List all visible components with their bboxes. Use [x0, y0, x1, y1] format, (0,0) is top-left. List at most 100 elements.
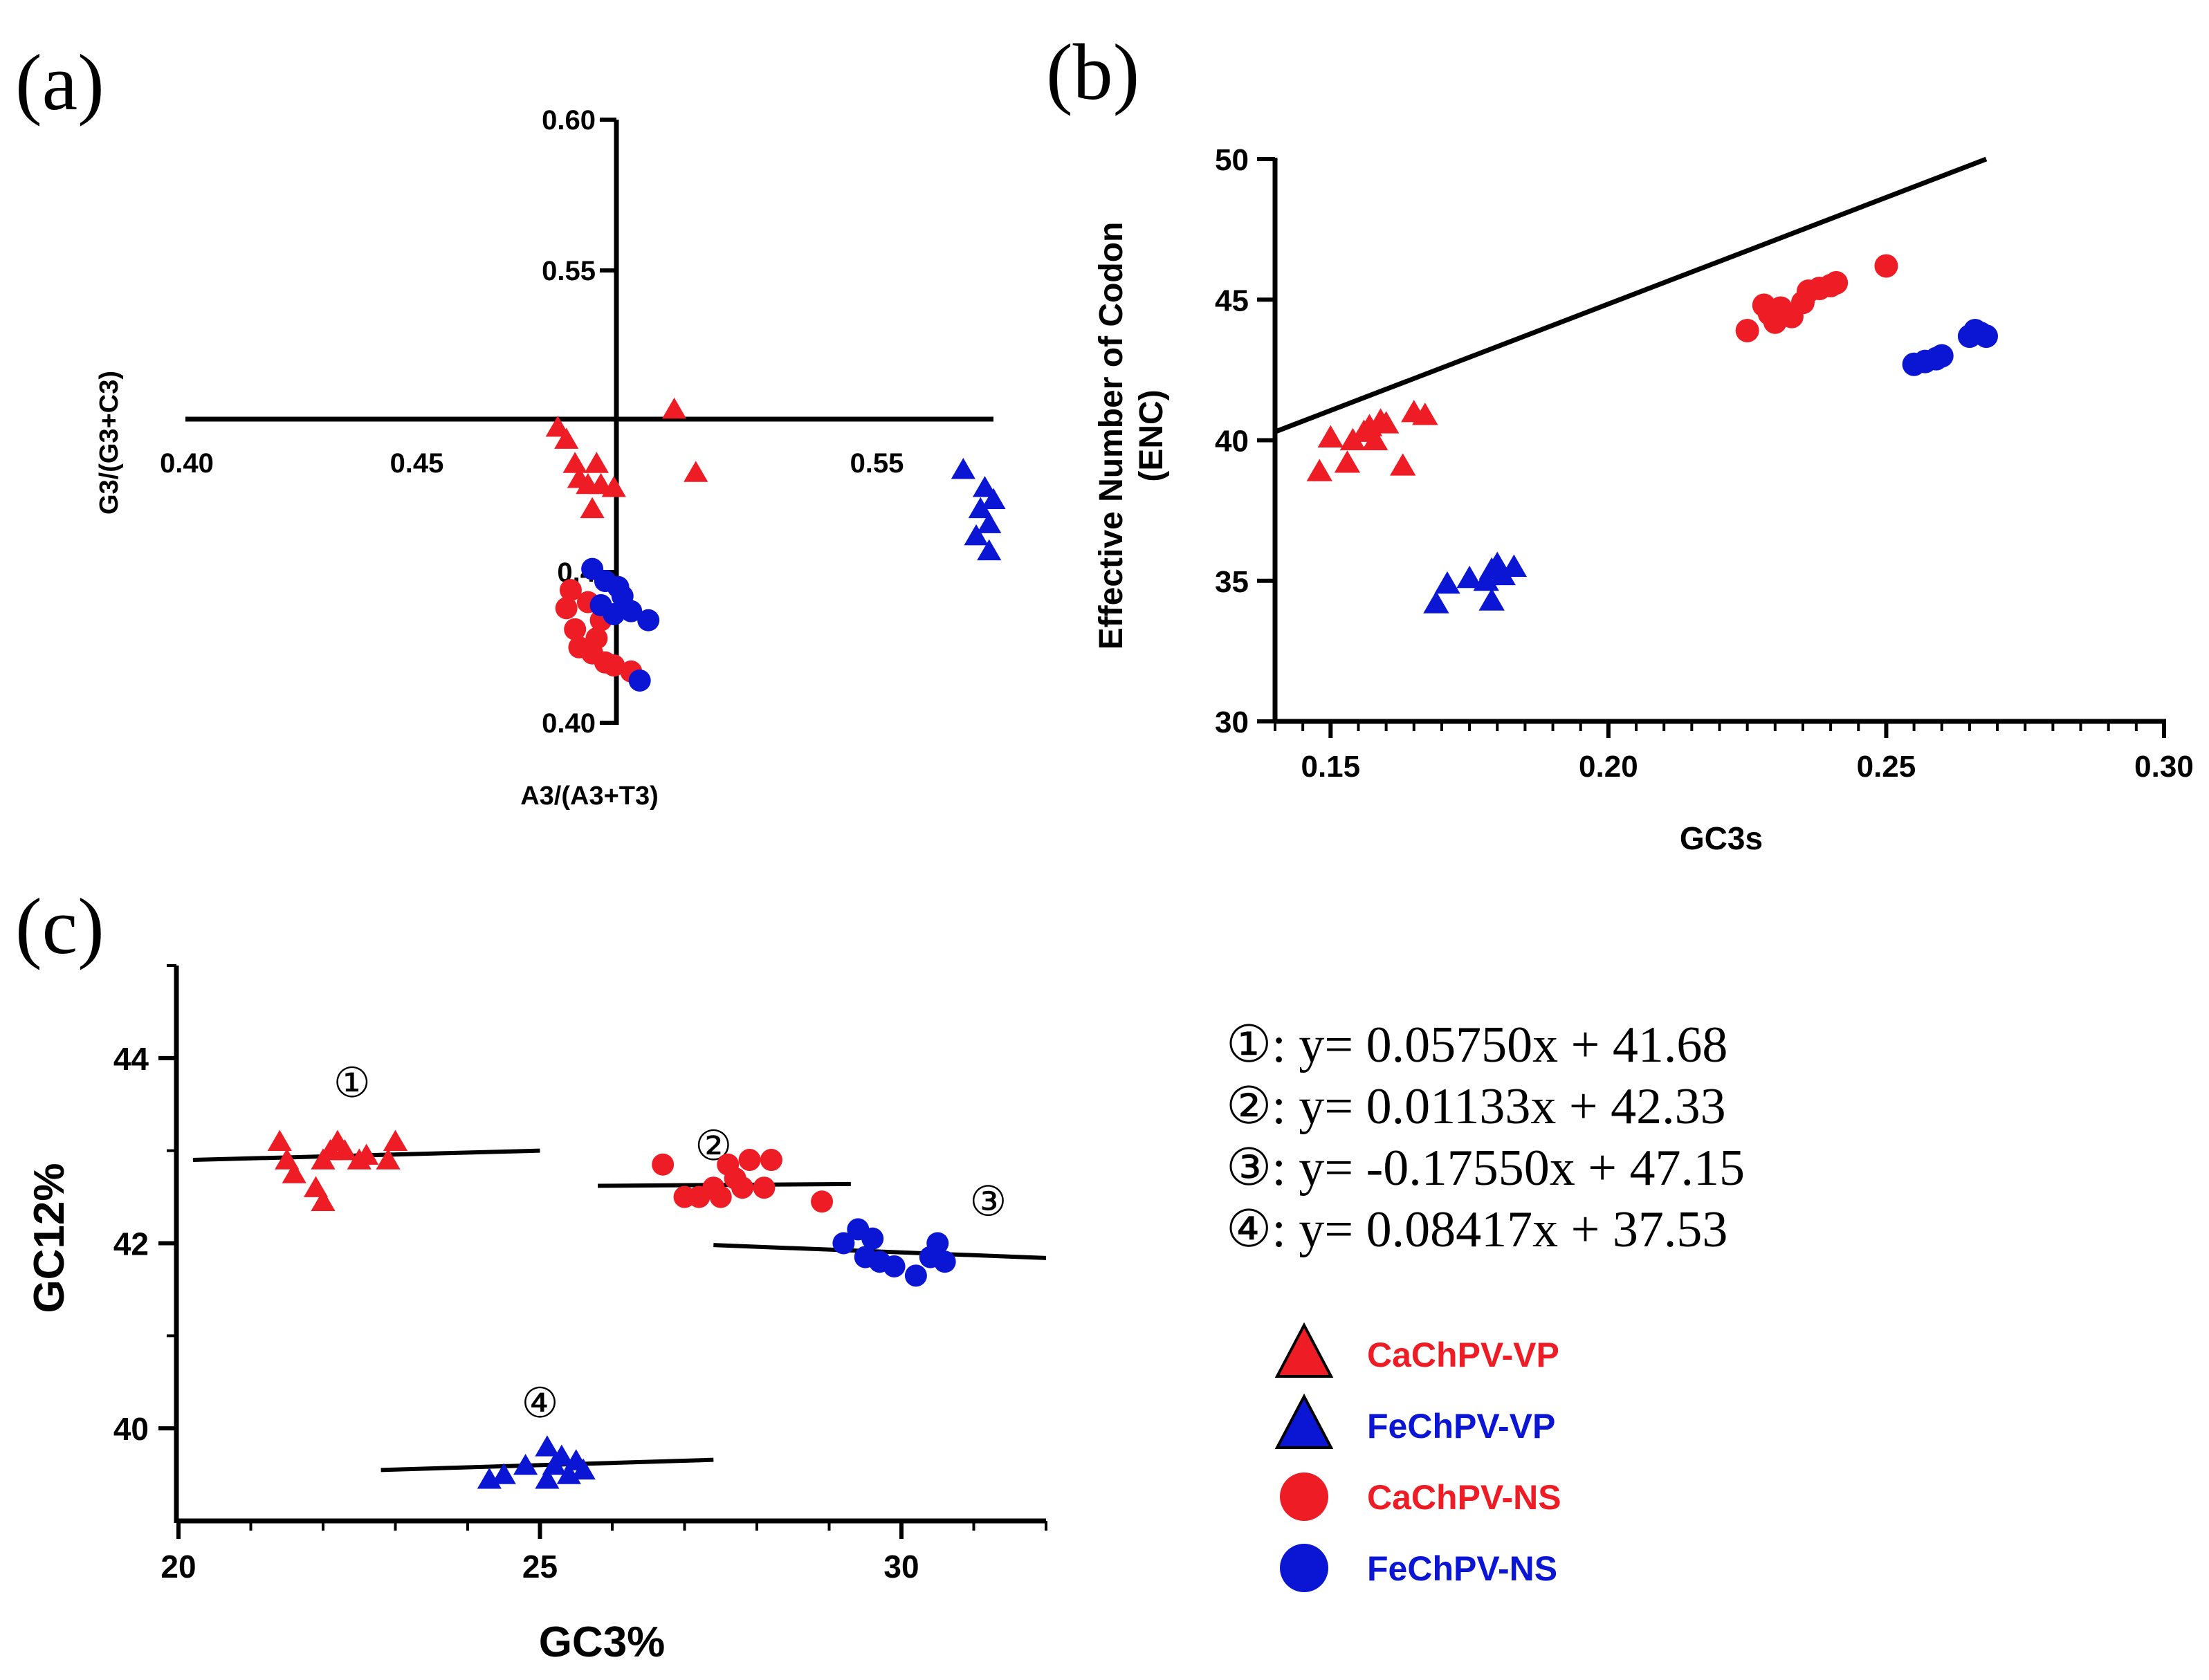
data-point	[738, 1149, 761, 1172]
data-point	[1434, 571, 1460, 594]
y-axis-title: G3/(G3+C3)	[95, 371, 124, 515]
data-point	[601, 476, 626, 497]
y-tick-label: 0.40	[542, 708, 596, 739]
data-point	[513, 1453, 538, 1475]
legend-marker-circle	[1280, 1544, 1328, 1592]
data-point	[603, 654, 625, 677]
data-point	[555, 597, 578, 620]
y-tick-label: 50	[1215, 143, 1249, 177]
x-tick-label: 0.15	[1301, 750, 1360, 784]
data-point	[354, 1143, 379, 1165]
data-point	[1334, 450, 1361, 473]
series-cachpv-ns	[1735, 254, 1898, 342]
equation-4: ④: y= 0.08417x + 37.53	[1226, 1201, 1727, 1258]
group-label: ③	[970, 1179, 1007, 1224]
data-point	[1874, 254, 1898, 278]
data-point	[535, 1435, 560, 1457]
data-point	[303, 1176, 329, 1197]
y-axis-title-line2: (ENC)	[1133, 389, 1170, 481]
legend-marker-triangle	[1274, 1322, 1334, 1378]
data-point	[275, 1148, 300, 1170]
data-point	[709, 1185, 732, 1208]
data-point	[282, 1162, 306, 1183]
series-fechpv-ns	[1902, 318, 1998, 376]
data-point	[883, 1255, 906, 1277]
panel-label-c: (c)	[15, 883, 104, 971]
y-tick-label: 40	[113, 1411, 149, 1447]
x-tick-label: 0.55	[850, 448, 904, 479]
legend-label: CaChPV-VP	[1367, 1336, 1559, 1374]
data-point	[1306, 459, 1332, 481]
equation-1: ①: y= 0.05750x + 41.68	[1226, 1017, 1727, 1073]
x-tick-label: 0.30	[2134, 750, 2194, 784]
data-point	[628, 669, 651, 692]
data-point	[861, 1227, 884, 1250]
x-tick-label: 0.45	[390, 448, 444, 479]
x-axis-title: A3/(A3+T3)	[520, 782, 659, 811]
data-point	[545, 416, 570, 437]
equation-3: ③: y= -0.17550x + 47.15	[1226, 1140, 1745, 1197]
chart-panel-a: 0.40 0.45 0.550.400.40.550.60A3/(A3+T3)G3/…	[95, 105, 1006, 811]
y-tick-label: 42	[113, 1226, 149, 1262]
data-point	[1473, 568, 1499, 591]
series-cachpv-vp	[1306, 400, 1438, 481]
panel-label-a: (a)	[15, 39, 104, 127]
data-point	[981, 488, 1006, 510]
data-point	[383, 1129, 408, 1151]
data-point	[684, 461, 708, 482]
legend-marker-triangle	[1274, 1393, 1334, 1449]
data-point	[559, 579, 582, 602]
legend-label: FeChPV-NS	[1367, 1549, 1557, 1588]
data-point	[1735, 318, 1759, 342]
data-point	[977, 512, 1002, 533]
x-tick-label: 0.25	[1857, 750, 1916, 784]
group-label: ①	[333, 1060, 371, 1106]
data-point	[977, 539, 1002, 561]
legend: CaChPV-VP FeChPV-VP CaChPV-NS FeChPV-NS	[1274, 1322, 1561, 1592]
data-point	[652, 1153, 675, 1176]
data-point	[311, 1190, 336, 1211]
data-point	[1412, 403, 1438, 425]
data-point	[580, 497, 605, 519]
legend-marker-circle	[1280, 1473, 1328, 1521]
equation-2: ②: y= 0.01133x + 42.33	[1226, 1078, 1726, 1135]
x-tick-label: 20	[161, 1549, 196, 1585]
data-point	[267, 1129, 292, 1151]
data-point	[1456, 565, 1483, 589]
data-point	[620, 600, 643, 622]
data-point	[554, 427, 579, 449]
x-tick-label: 30	[883, 1549, 919, 1585]
data-point	[1824, 270, 1849, 295]
data-point	[933, 1250, 956, 1273]
y-tick-label: 0.55	[542, 256, 596, 286]
data-point	[753, 1176, 776, 1199]
legend-item: FeChPV-VP	[1274, 1393, 1555, 1449]
data-point	[904, 1264, 927, 1287]
fit-line	[381, 1457, 714, 1473]
x-tick-label: 25	[522, 1549, 558, 1585]
x-axis-title: GC3%	[539, 1618, 666, 1666]
x-tick-label: 0.40	[160, 448, 214, 479]
y-tick-label: 35	[1215, 565, 1249, 599]
data-point	[968, 497, 993, 519]
legend-item: CaChPV-VP	[1274, 1322, 1559, 1378]
data-point	[581, 642, 604, 665]
data-point	[661, 397, 687, 419]
expected-enc-curve	[1274, 156, 1988, 434]
y-tick-label: 45	[1215, 284, 1249, 317]
fit-line	[598, 1181, 851, 1188]
series-cachpv-vp	[267, 1129, 408, 1211]
legend-label: FeChPV-VP	[1367, 1407, 1555, 1446]
data-point	[491, 1463, 516, 1484]
y-axis-title: GC12%	[26, 1163, 73, 1313]
series-fechpv-ns	[581, 557, 660, 692]
data-point	[951, 458, 975, 479]
series-cachpv-ns	[652, 1149, 834, 1213]
y-axis-title-line1: Effective Number of Codon	[1093, 222, 1130, 650]
data-point	[1501, 554, 1528, 577]
series-fechpv-vp	[951, 458, 1006, 561]
legend-item: FeChPV-NS	[1280, 1544, 1557, 1592]
data-point	[603, 603, 625, 626]
